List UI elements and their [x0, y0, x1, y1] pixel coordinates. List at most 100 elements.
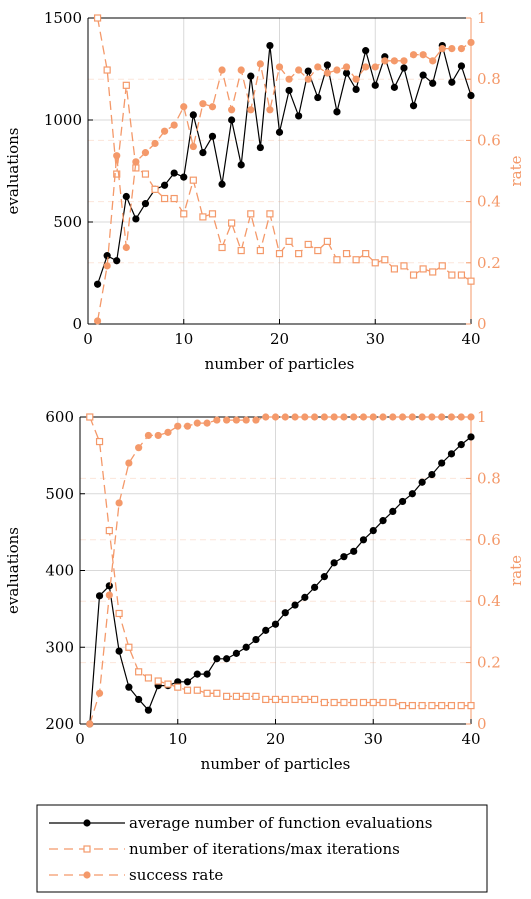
series-point-2 — [390, 57, 398, 65]
x-axis-label: number of particles — [201, 755, 351, 773]
series-point-0 — [330, 559, 338, 567]
series-point-0 — [237, 161, 245, 169]
series-point-1 — [135, 668, 143, 676]
series-point-1 — [164, 680, 172, 688]
series-point-0 — [408, 490, 416, 498]
series-point-2 — [232, 416, 240, 424]
series-point-1 — [342, 250, 351, 258]
series-point-2 — [95, 689, 104, 697]
series-point-2 — [203, 419, 211, 427]
series-point-2 — [125, 459, 133, 467]
series-point-1 — [151, 185, 159, 193]
x-tick-label: 30 — [364, 730, 383, 748]
series-point-1 — [448, 271, 456, 279]
series-point-2 — [132, 158, 140, 166]
series-point-0 — [262, 626, 270, 634]
series-point-0 — [371, 81, 379, 89]
series-point-2 — [362, 63, 370, 71]
series-point-0 — [113, 257, 121, 265]
series-point-1 — [180, 210, 188, 218]
series-point-2 — [135, 444, 143, 452]
series-point-1 — [208, 210, 217, 218]
x-tick-label: 30 — [366, 330, 385, 348]
series-point-1 — [113, 170, 121, 178]
series-point-1 — [203, 689, 211, 697]
top-chart: 0 10 20 30 4005001000150000.20.40.60.81numbe… — [4, 9, 525, 373]
series-point-1 — [174, 683, 182, 691]
series-point-2 — [208, 103, 217, 111]
y2-tick-label: 0.2 — [477, 254, 501, 272]
y2-tick-label: 1 — [477, 9, 487, 27]
series-line-1 — [89, 416, 471, 707]
series-point-0 — [93, 280, 102, 288]
series-point-1 — [237, 246, 245, 255]
series-point-0 — [314, 93, 322, 102]
series-point-0 — [295, 112, 303, 120]
series-point-0 — [438, 459, 446, 467]
series-point-2 — [304, 75, 312, 83]
series-point-2 — [161, 127, 169, 135]
series-point-0 — [285, 86, 293, 95]
series-point-0 — [218, 180, 226, 188]
series-point-0 — [105, 582, 113, 590]
y2-tick-label: 0 — [477, 715, 487, 733]
series-point-1 — [467, 277, 475, 285]
series-point-0 — [135, 695, 143, 704]
y-tick-label: 200 — [45, 715, 74, 733]
series-point-1 — [281, 695, 289, 704]
series-point-0 — [247, 72, 255, 80]
legend-label-1: number of iterations/max iterations — [129, 840, 400, 858]
series-point-2 — [154, 431, 162, 440]
series-point-1 — [359, 698, 368, 707]
series-point-1 — [438, 701, 446, 710]
legend: average number of function evaluations nu… — [36, 804, 488, 893]
series-line-0 — [89, 436, 472, 725]
series-point-2 — [419, 51, 427, 59]
series-point-2 — [164, 428, 172, 436]
series-point-2 — [467, 413, 475, 421]
series-point-2 — [93, 317, 102, 325]
x-tick-label: 10 — [168, 730, 187, 748]
series-point-1 — [218, 243, 226, 252]
series-point-1 — [223, 692, 231, 700]
series-point-0 — [144, 706, 153, 714]
series-point-2 — [189, 142, 197, 151]
series-line-0 — [97, 45, 472, 285]
series-point-1 — [193, 686, 201, 694]
series-point-2 — [398, 413, 407, 421]
series-point-2 — [429, 57, 437, 65]
y2-axis-label: rate — [507, 555, 525, 586]
series-point-0 — [323, 61, 331, 69]
y-tick-label: 0 — [72, 315, 82, 333]
series-point-1 — [320, 698, 328, 707]
series-point-0 — [242, 643, 250, 651]
series-point-1 — [447, 701, 456, 710]
series-point-2 — [141, 149, 150, 157]
series-point-0 — [203, 670, 211, 678]
series-point-1 — [350, 698, 358, 707]
series-point-0 — [228, 116, 236, 124]
series-point-0 — [266, 41, 274, 50]
series-point-2 — [262, 413, 270, 421]
y2-tick-label: 0.8 — [477, 70, 501, 88]
y2-tick-label: 0.4 — [477, 592, 501, 610]
series-point-1 — [340, 698, 348, 707]
series-point-2 — [213, 416, 221, 424]
series-point-0 — [369, 526, 377, 535]
series-point-0 — [342, 69, 351, 77]
series-point-2 — [144, 431, 153, 440]
series-point-0 — [429, 79, 437, 87]
series-point-2 — [170, 121, 178, 129]
series-point-0 — [359, 536, 368, 544]
series-point-0 — [122, 192, 130, 201]
bottom-chart: 0 10 20 30 40 200 300 400 500 600 0 0.2 0.4 0.6 0.8 1 nu… — [4, 408, 525, 773]
series-point-0 — [252, 635, 260, 644]
series-point-1 — [333, 256, 341, 264]
legend-label-2: success rate — [129, 866, 223, 884]
series-point-2 — [320, 413, 328, 421]
x-tick-label: 0 — [83, 330, 93, 348]
y-axis-label: evaluations — [4, 128, 22, 215]
x-axis-label: number of particles — [205, 355, 355, 373]
series-point-2 — [369, 413, 377, 421]
